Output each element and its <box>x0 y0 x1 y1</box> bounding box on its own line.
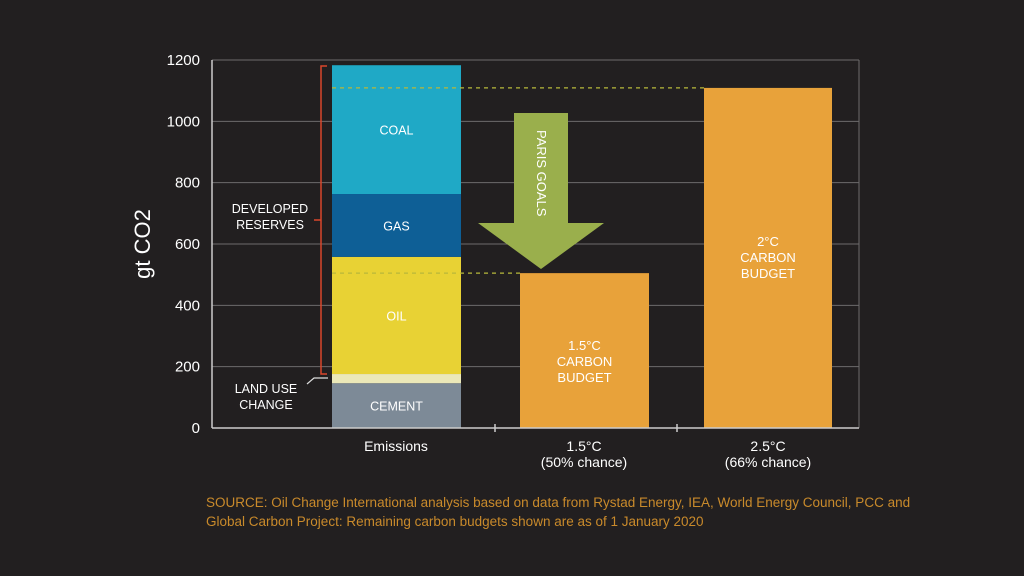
budget-bar <box>704 87 832 428</box>
source-note: SOURCE: Oil Change International analysi… <box>206 495 911 529</box>
segment-label: COAL <box>379 124 413 138</box>
land-use-label: LAND USE <box>235 382 298 396</box>
y-tick-label: 1000 <box>167 113 200 130</box>
x-tick-sublabel: (66% chance) <box>725 454 811 470</box>
developed-reserves-label: DEVELOPED <box>232 202 308 216</box>
segment-label: CEMENT <box>370 400 423 414</box>
y-tick-label: 200 <box>175 359 200 376</box>
bar-segment-gas <box>332 194 461 257</box>
budget-bar <box>520 273 649 428</box>
bar-segment-cement <box>332 383 461 428</box>
budget-label: 2°C <box>757 234 779 249</box>
paris-goals-arrow <box>478 113 604 269</box>
x-tick-sublabel: (50% chance) <box>541 454 627 470</box>
budget-label: 1.5°C <box>568 338 601 353</box>
y-tick-label: 800 <box>175 175 200 192</box>
segment-label: OIL <box>386 309 406 323</box>
bar-segment-land-use-change <box>332 374 461 384</box>
land-use-label: CHANGE <box>239 398 292 412</box>
y-tick-label: 600 <box>175 236 200 253</box>
bar-segment-coal <box>332 65 461 195</box>
x-tick-label: Emissions <box>364 438 428 454</box>
y-axis-label: gt CO2 <box>130 209 155 279</box>
y-tick-label: 400 <box>175 297 200 314</box>
segment-label: GAS <box>383 219 409 233</box>
bar-segment-oil <box>332 256 461 375</box>
paris-goals-label: PARIS GOALS <box>534 130 549 217</box>
land-use-pointer <box>306 377 328 385</box>
budget-label: BUDGET <box>557 370 611 385</box>
x-tick-label: 1.5°C <box>566 438 601 454</box>
budget-label: CARBON <box>740 250 796 265</box>
budget-label: CARBON <box>557 354 613 369</box>
developed-reserves-bracket <box>314 65 327 375</box>
y-tick-label: 0 <box>192 420 200 437</box>
developed-reserves-label: RESERVES <box>236 218 304 232</box>
y-tick-label: 1200 <box>167 52 200 69</box>
x-tick-label: 2.5°C <box>750 438 785 454</box>
budget-label: BUDGET <box>741 266 795 281</box>
